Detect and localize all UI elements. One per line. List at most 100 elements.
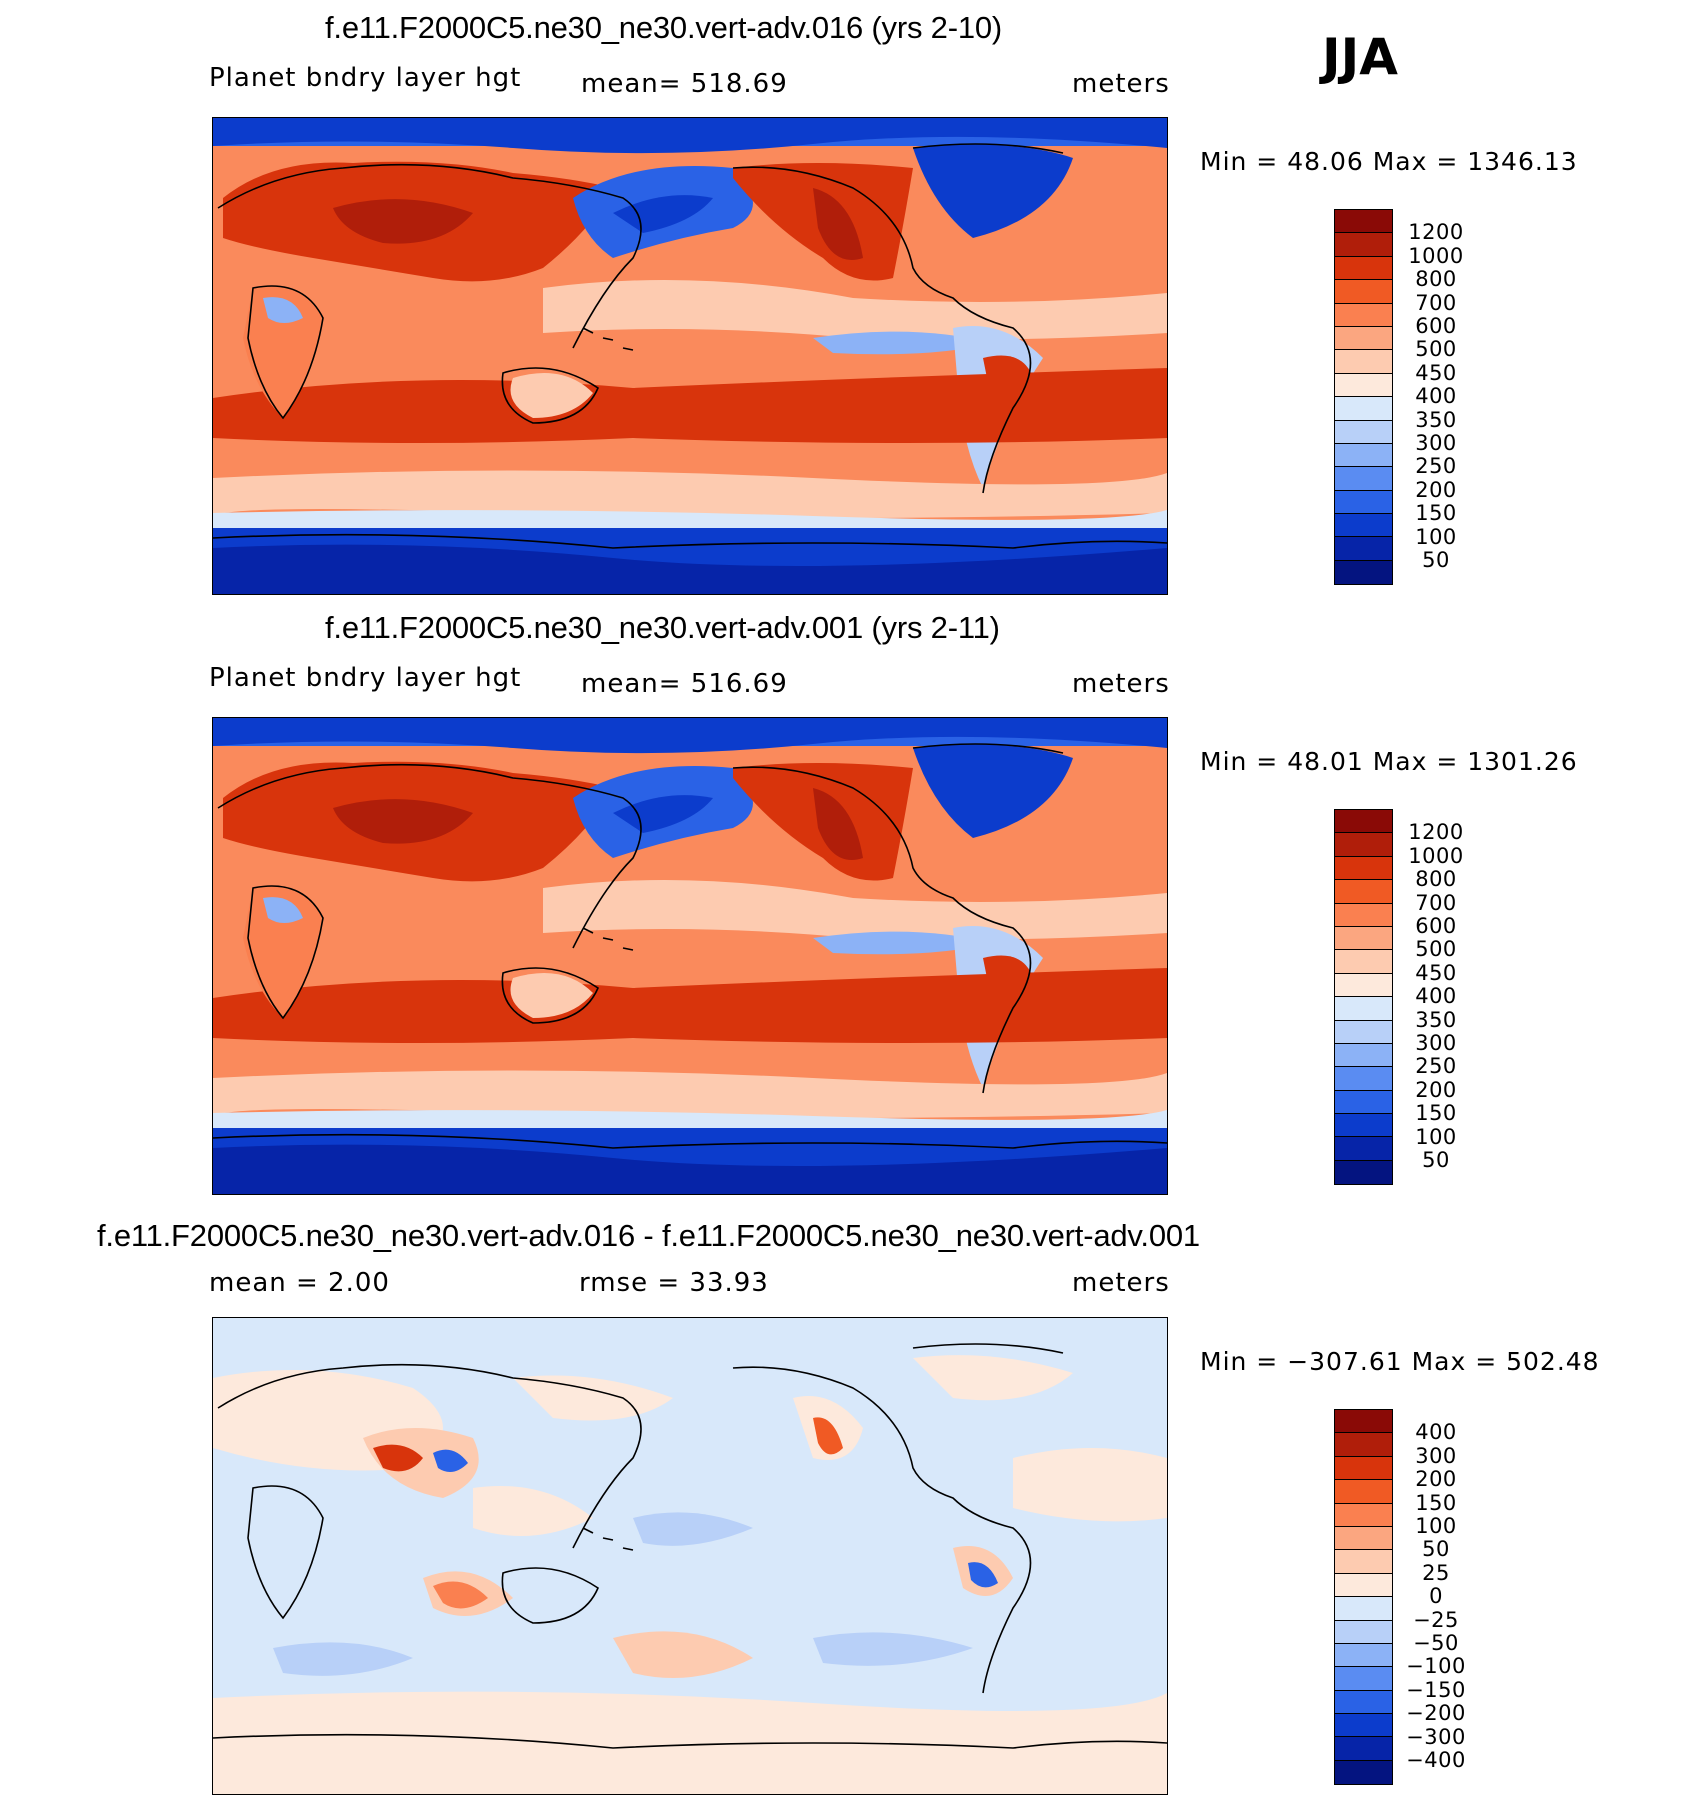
season-label: JJA: [1322, 28, 1398, 86]
panel-1-colorbar-box: [1335, 514, 1392, 538]
colorbar-tick-label: 600: [1415, 314, 1457, 338]
panel-3-colorbar-box: [1335, 1410, 1392, 1434]
colorbar-tick-label: 150: [1415, 1101, 1457, 1126]
panel-3-colorbar-box: [1335, 1503, 1392, 1527]
colorbar-tick-label: −50: [1413, 1631, 1459, 1655]
colorbar-tick-label: 100: [1415, 524, 1457, 549]
panel-1-colorbar-box: [1335, 210, 1392, 234]
panel-2-map-graphic: [213, 718, 1167, 1194]
colorbar-tick-label: 800: [1415, 867, 1457, 892]
colorbar-tick-label: 500: [1415, 937, 1457, 962]
panel-3-colorbar-box: [1335, 1667, 1392, 1691]
panel-2-units: meters: [1072, 669, 1170, 699]
colorbar-tick-label: 300: [1415, 1031, 1457, 1055]
panel-2-colorbar-box: [1335, 926, 1392, 951]
panel-3-units: meters: [1072, 1268, 1170, 1298]
panel-1-colorbar-box: [1335, 490, 1392, 515]
colorbar-tick-label: 600: [1415, 914, 1457, 938]
panel-1-title: f.e11.F2000C5.ne30_ne30.vert-adv.016 (yr…: [325, 10, 1003, 45]
colorbar-tick-label: 300: [1415, 1443, 1457, 1468]
panel-1-colorbar-box: [1335, 373, 1392, 398]
panel-3-map: [212, 1317, 1168, 1795]
panel-3-title: f.e11.F2000C5.ne30_ne30.vert-adv.016 - f…: [97, 1218, 1200, 1253]
panel-1-colorbar-box: [1335, 467, 1392, 491]
colorbar-tick-label: −100: [1406, 1654, 1466, 1679]
panel-2-colorbar-box: [1335, 1160, 1392, 1185]
colorbar-tick-label: 150: [1415, 501, 1457, 526]
panel-1-colorbar-box: [1335, 303, 1392, 327]
colorbar-tick-label: 450: [1415, 960, 1457, 985]
panel-3-colorbar: [1334, 1409, 1393, 1786]
panel-3-map-graphic: [213, 1318, 1167, 1794]
colorbar-tick-label: 450: [1415, 360, 1457, 385]
panel-2-colorbar-box: [1335, 973, 1392, 998]
panel-2-colorbar-box: [1335, 810, 1392, 834]
colorbar-tick-label: −25: [1413, 1607, 1459, 1632]
panel-3-mean: mean = 2.00: [209, 1268, 390, 1298]
colorbar-tick-label: 50: [1422, 548, 1450, 572]
colorbar-tick-label: −200: [1406, 1701, 1466, 1726]
colorbar-tick-label: 700: [1415, 890, 1457, 915]
colorbar-tick-label: 25: [1422, 1560, 1450, 1585]
panel-2-colorbar-box: [1335, 1090, 1392, 1115]
panel-3-rmse: rmse = 33.93: [579, 1268, 769, 1298]
colorbar-tick-label: 1000: [1408, 843, 1464, 868]
panel-1-colorbar-box: [1335, 233, 1392, 257]
panel-1-minmax: Min = 48.06 Max = 1346.13: [1200, 147, 1578, 176]
panel-3-colorbar-box: [1335, 1433, 1392, 1457]
panel-1-map-graphic: [213, 118, 1167, 594]
panel-2-colorbar-box: [1335, 880, 1392, 904]
panel-2-minmax: Min = 48.01 Max = 1301.26: [1200, 747, 1578, 776]
colorbar-tick-label: 50: [1422, 1148, 1450, 1172]
panel-2-colorbar-box: [1335, 997, 1392, 1021]
panel-1-colorbar-box: [1335, 420, 1392, 444]
panel-1-colorbar-box: [1335, 443, 1392, 468]
colorbar-tick-label: 300: [1415, 431, 1457, 455]
panel-1-units: meters: [1072, 69, 1170, 99]
panel-1-colorbar-box: [1335, 397, 1392, 421]
panel-2-colorbar-box: [1335, 856, 1392, 881]
panel-2-colorbar-box: [1335, 1137, 1392, 1161]
panel-3-colorbar-box: [1335, 1714, 1392, 1738]
panel-1-colorbar: [1334, 209, 1393, 586]
panel-2-colorbar-box: [1335, 1114, 1392, 1138]
colorbar-tick-label: −300: [1406, 1724, 1466, 1749]
panel-1-colorbar-box: [1335, 256, 1392, 281]
colorbar-tick-label: 700: [1415, 290, 1457, 315]
panel-1-colorbar-box: [1335, 560, 1392, 585]
panel-2-map: [212, 717, 1168, 1195]
panel-3-minmax: Min = −307.61 Max = 502.48: [1200, 1347, 1600, 1376]
panel-3-colorbar-box: [1335, 1573, 1392, 1598]
panel-2-colorbar-box: [1335, 1067, 1392, 1091]
colorbar-tick-label: 1200: [1408, 820, 1464, 845]
panel-3-colorbar-box: [1335, 1526, 1392, 1551]
colorbar-tick-label: 100: [1415, 1124, 1457, 1149]
panel-2-mean: mean= 516.69: [581, 669, 788, 699]
colorbar-tick-label: 1000: [1408, 243, 1464, 268]
panel-1-colorbar-box: [1335, 350, 1392, 374]
colorbar-tick-label: 200: [1415, 1467, 1457, 1492]
panel-2-colorbar-box: [1335, 833, 1392, 857]
panel-1-variable: Planet bndry layer hgt: [209, 63, 522, 93]
panel-3-colorbar-box: [1335, 1760, 1392, 1785]
panel-3-colorbar-box: [1335, 1643, 1392, 1668]
panel-2-colorbar-box: [1335, 1020, 1392, 1044]
panel-1-colorbar-box: [1335, 537, 1392, 561]
colorbar-tick-label: 150: [1415, 1490, 1457, 1515]
panel-2-colorbar-box: [1335, 1043, 1392, 1068]
panel-1-mean: mean= 518.69: [581, 69, 788, 99]
panel-3-colorbar-box: [1335, 1620, 1392, 1644]
colorbar-tick-label: 100: [1415, 1514, 1457, 1538]
colorbar-tick-label: −150: [1406, 1677, 1466, 1702]
panel-1-map: [212, 117, 1168, 595]
colorbar-tick-label: 200: [1415, 1077, 1457, 1102]
colorbar-tick-label: 0: [1429, 1584, 1443, 1609]
panel-2-colorbar: [1334, 809, 1393, 1186]
panel-2-colorbar-box: [1335, 903, 1392, 927]
panel-3-colorbar-box: [1335, 1737, 1392, 1761]
panel-2-variable: Planet bndry layer hgt: [209, 663, 522, 693]
panel-2-colorbar-box: [1335, 950, 1392, 974]
colorbar-tick-label: 400: [1415, 384, 1457, 409]
colorbar-tick-label: 250: [1415, 1054, 1457, 1079]
colorbar-tick-label: 800: [1415, 267, 1457, 292]
